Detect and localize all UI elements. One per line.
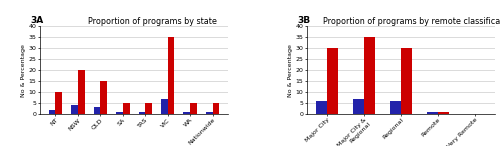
- Bar: [100, 81, 107, 114]
- Bar: [427, 112, 438, 114]
- Bar: [184, 112, 190, 114]
- Bar: [71, 105, 78, 114]
- Bar: [352, 99, 364, 114]
- Bar: [364, 37, 375, 114]
- Y-axis label: No & Percentage: No & Percentage: [288, 44, 293, 97]
- Bar: [146, 103, 152, 114]
- Bar: [316, 101, 326, 114]
- Bar: [116, 112, 123, 114]
- Bar: [123, 103, 130, 114]
- Bar: [390, 101, 401, 114]
- Bar: [190, 103, 197, 114]
- Text: 3A: 3A: [30, 16, 44, 25]
- Y-axis label: No & Percentage: No & Percentage: [21, 44, 26, 97]
- Bar: [56, 92, 62, 114]
- Bar: [401, 48, 412, 114]
- Bar: [78, 70, 84, 114]
- Bar: [161, 99, 168, 114]
- Title: Proportion of programs by remote classification: Proportion of programs by remote classif…: [324, 16, 500, 26]
- Bar: [94, 107, 100, 114]
- Text: 3B: 3B: [298, 16, 310, 25]
- Bar: [48, 110, 56, 114]
- Bar: [138, 112, 145, 114]
- Bar: [212, 103, 220, 114]
- Bar: [438, 112, 450, 114]
- Title: Proportion of programs by state: Proportion of programs by state: [88, 16, 217, 26]
- Bar: [206, 112, 212, 114]
- Bar: [326, 48, 338, 114]
- Bar: [168, 37, 174, 114]
